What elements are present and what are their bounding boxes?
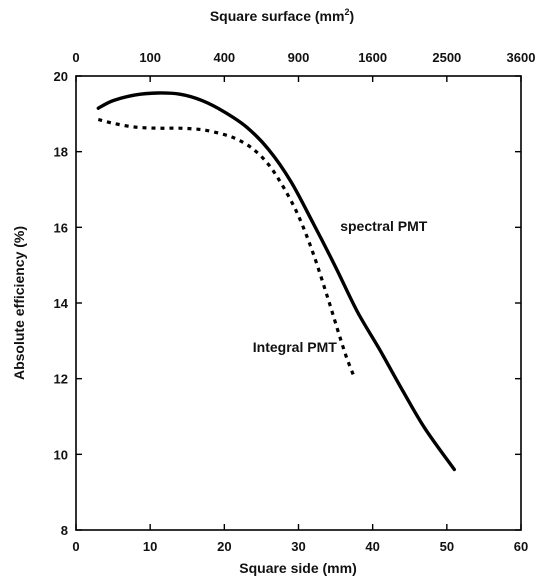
x2-tick-label-6: 3600 — [507, 50, 536, 65]
x2-axis-title-close: ) — [349, 8, 354, 24]
x2-tick-label-1: 100 — [139, 50, 161, 65]
series-line-spectral-pmt — [96, 91, 456, 472]
x2-axis-title-sup: 2 — [344, 7, 349, 17]
plot-frame — [75, 75, 522, 531]
tick-labels: 0 10 20 30 40 50 60 0 100 400 900 1600 2500 3600 8 10 12… — [54, 50, 536, 554]
x2-tick-label-3: 900 — [288, 50, 310, 65]
y-tick-label-2: 12 — [54, 372, 68, 387]
x-tick-label-4: 40 — [365, 539, 379, 554]
annotations: spectral PMT Integral PMT — [253, 218, 428, 355]
y-tick-label-1: 10 — [54, 447, 68, 462]
annotation-1: Integral PMT — [253, 339, 337, 355]
x-tick-label-0: 0 — [72, 539, 79, 554]
x-tick-label-3: 30 — [291, 539, 305, 554]
annotation-0: spectral PMT — [340, 218, 428, 234]
x2-tick-label-2: 400 — [213, 50, 235, 65]
x2-tick-label-5: 2500 — [432, 50, 461, 65]
x-axis-title: Square side (mm) — [239, 560, 356, 576]
y-tick-label-0: 8 — [61, 523, 68, 538]
y-tick-label-3: 14 — [54, 296, 69, 311]
series-layer — [96, 91, 456, 472]
y-axis-title: Absolute efficiency (%) — [11, 226, 27, 380]
x2-tick-label-4: 1600 — [358, 50, 387, 65]
x2-axis-title: Square surface (mm2) — [210, 7, 354, 24]
x-tick-label-6: 60 — [514, 539, 528, 554]
x-tick-label-1: 10 — [143, 539, 157, 554]
y-tick-label-5: 18 — [54, 145, 68, 160]
y-tick-label-6: 20 — [54, 69, 68, 84]
x-tick-label-2: 20 — [217, 539, 231, 554]
tick-marks — [75, 75, 522, 531]
x2-tick-label-0: 0 — [72, 50, 79, 65]
x2-axis-title-base: Square surface (mm — [210, 8, 345, 24]
x-tick-label-5: 50 — [440, 539, 454, 554]
y-tick-label-4: 16 — [54, 220, 68, 235]
